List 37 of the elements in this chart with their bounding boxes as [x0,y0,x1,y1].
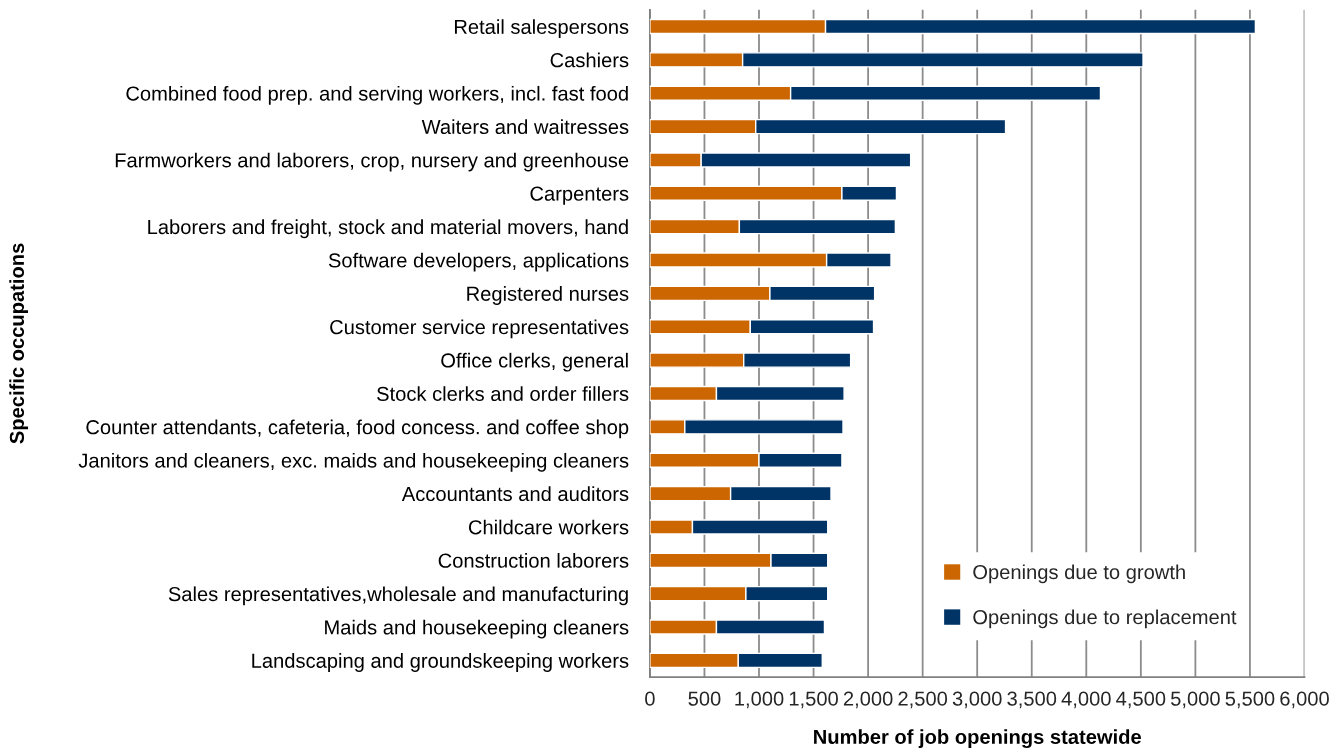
x-tick-label: 2,000 [843,691,893,709]
y-tick-label: Construction laborers [438,553,629,568]
y-tick-label: Registered nurses [467,286,629,305]
y-tick-label: Childcare workers [468,519,629,535]
y-tick-label: Customer service representatives [330,319,629,339]
x-tick-label: 1,500 [789,691,838,709]
y-tick-label: Software developers, applications [328,252,629,272]
y-tick-label: Retail salespersons [454,19,629,38]
y-tick-label: Farmworkers and laborers, crop, nursery and greenhouse [115,152,629,172]
y-tick-label: Maids and housekeeping cleaners [325,619,629,639]
y-tick-label: Waiters and waitresses [421,119,629,135]
y-tick-label: Combined food prep. and serving workers, incl. fast food [126,85,628,105]
x-tick-label: 4,000 [1061,691,1111,709]
y-tick-label: Accountants and auditors [401,486,629,502]
x-axis-title: Number of job openings statewide [814,729,1141,749]
y-axis-title: Specific occupations [9,243,29,444]
x-tick-label: 4,500 [1116,691,1166,709]
y-tick-label: Carpenters [530,186,629,205]
y-tick-label: Counter attendants, cafeteria, food concess. and coffee shop [86,419,629,439]
x-tick-label: 5,000 [1171,691,1220,709]
y-tick-label: Laborers and freight, stock and material movers, hand [148,219,628,239]
y-tick-label: Sales representatives,wholesale and manufacturing [168,586,628,606]
y-tick-label: Janitors and cleaners, exc. maids and housekeeping cleaners [78,452,629,472]
x-tick-label: 5,500 [1225,691,1275,709]
x-tick-label: 2,500 [898,691,948,709]
x-tick-label: 3,000 [952,691,1002,709]
y-tick-label: Cashiers [550,52,629,68]
x-tick-label: 3,500 [1007,691,1057,709]
x-tick-label: 500 [688,691,721,706]
legend-label: Openings due to growth [973,564,1185,584]
x-tick-label: 6,000 [1280,691,1329,709]
y-tick-label: Office clerks, general [441,352,628,372]
x-tick-label: 1,000 [735,691,784,709]
y-tick-label: Stock clerks and order fillers [377,386,629,401]
legend-label: Openings due to replacement [973,609,1237,629]
x-tick-label: 0 [645,691,655,706]
y-tick-label: Landscaping and groundskeeping workers [252,653,629,672]
